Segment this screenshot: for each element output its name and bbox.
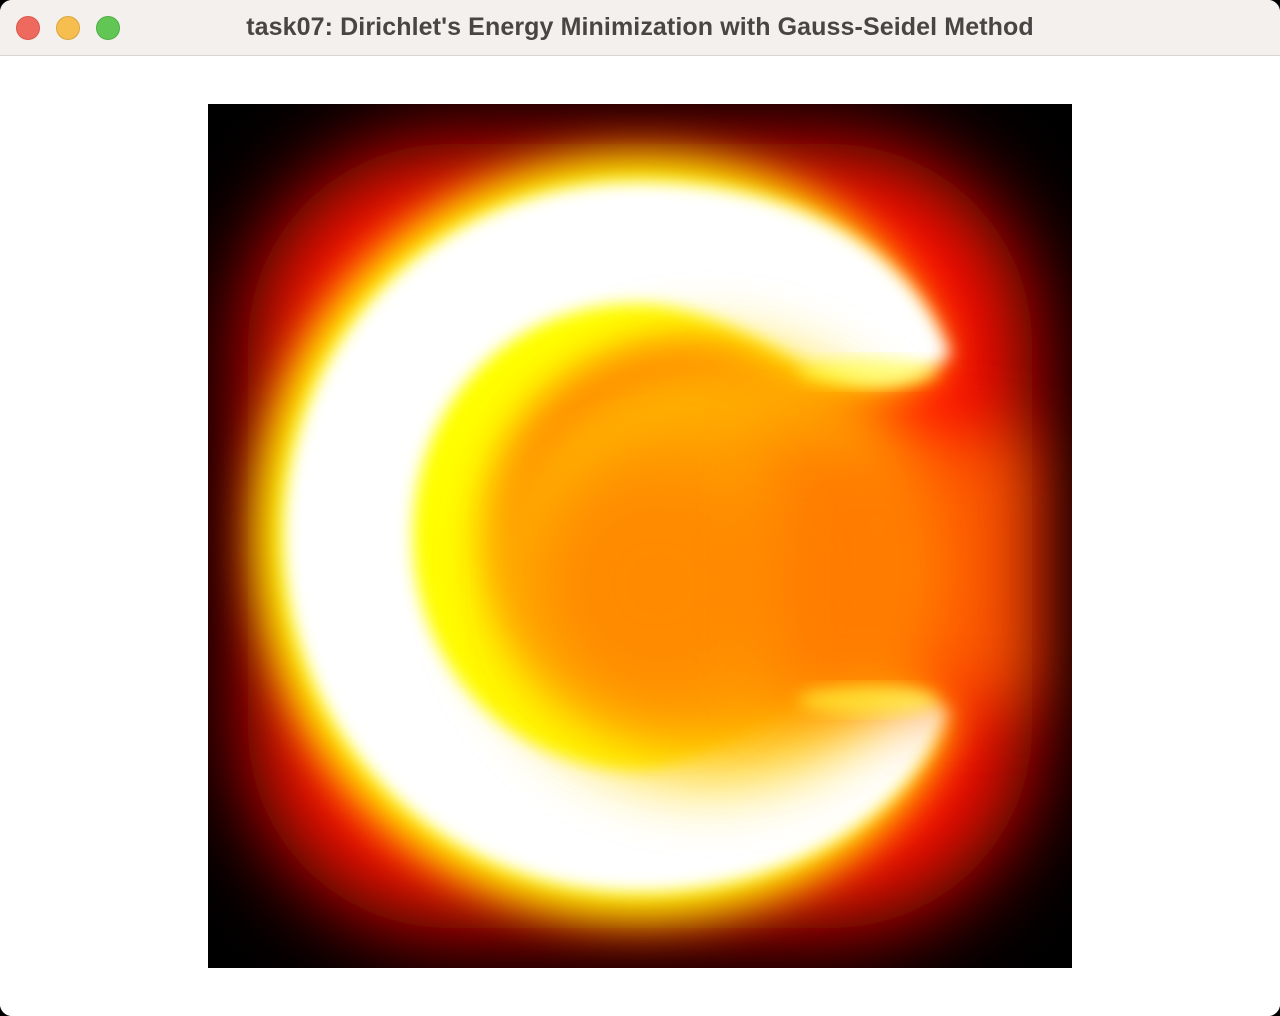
close-button[interactable] bbox=[16, 16, 40, 40]
lower-arm-tip bbox=[798, 686, 938, 714]
zoom-button[interactable] bbox=[96, 16, 120, 40]
window-title: task07: Dirichlet's Energy Minimization … bbox=[246, 13, 1034, 41]
title-bar[interactable]: task07: Dirichlet's Energy Minimization … bbox=[0, 0, 1280, 56]
upper-arm-tip bbox=[798, 358, 938, 386]
interior-core bbox=[538, 464, 778, 704]
minimize-button[interactable] bbox=[56, 16, 80, 40]
heatmap-image bbox=[208, 104, 1072, 968]
heatmap-canvas[interactable] bbox=[208, 104, 1072, 968]
white-c-shape bbox=[284, 182, 950, 892]
window-content bbox=[0, 56, 1280, 1016]
interior-opening bbox=[768, 434, 1028, 704]
